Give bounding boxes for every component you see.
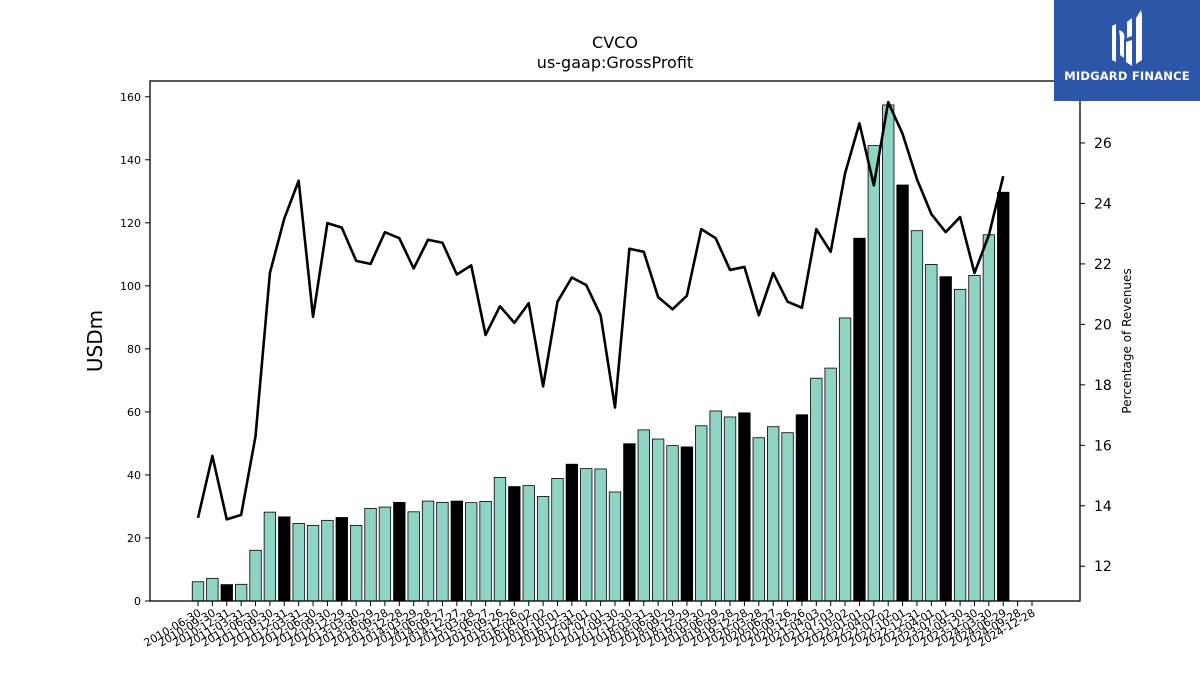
chart-subtitle: us-gaap:GrossProfit bbox=[537, 53, 693, 72]
y2-tick-label: 20 bbox=[1094, 317, 1112, 333]
bar bbox=[853, 237, 866, 602]
y2-tick-label: 12 bbox=[1094, 559, 1112, 575]
bar bbox=[666, 445, 679, 602]
bar bbox=[292, 523, 305, 602]
y-tick-label: 120 bbox=[120, 217, 141, 230]
bar bbox=[867, 145, 880, 602]
bar bbox=[680, 446, 694, 602]
y-tick-label: 140 bbox=[120, 154, 141, 167]
bar bbox=[637, 429, 650, 602]
bar bbox=[321, 519, 334, 602]
bar bbox=[263, 511, 277, 602]
bar bbox=[795, 414, 809, 602]
bar bbox=[838, 317, 852, 602]
bar bbox=[393, 501, 406, 602]
bar bbox=[709, 410, 722, 602]
bar bbox=[536, 495, 550, 602]
y2-tick-label: 22 bbox=[1094, 257, 1112, 273]
bar bbox=[580, 468, 593, 602]
bar bbox=[651, 438, 665, 602]
bar bbox=[925, 264, 938, 602]
bar bbox=[594, 468, 607, 602]
bar bbox=[278, 516, 291, 602]
bar bbox=[479, 501, 492, 602]
y-axis-right: 12 14 16 18 20 22 24 26 bbox=[1080, 136, 1112, 575]
y2-tick-label: 18 bbox=[1094, 378, 1112, 394]
bar bbox=[623, 443, 636, 602]
bar bbox=[522, 485, 535, 602]
bar bbox=[723, 416, 737, 602]
chart-title: CVCO bbox=[592, 33, 638, 52]
bar bbox=[220, 584, 233, 602]
bar bbox=[767, 426, 780, 602]
bar bbox=[493, 477, 507, 602]
brand-name: MIDGARD FINANCE bbox=[1064, 69, 1190, 83]
bar bbox=[335, 517, 348, 602]
bar bbox=[982, 234, 996, 602]
bar bbox=[810, 377, 823, 602]
y-tick-label: 0 bbox=[134, 595, 141, 608]
bar bbox=[608, 491, 622, 602]
bar bbox=[364, 507, 377, 602]
y2-tick-label: 16 bbox=[1094, 438, 1112, 454]
bar bbox=[824, 367, 837, 602]
bar bbox=[206, 577, 219, 602]
bar bbox=[306, 524, 320, 602]
bar bbox=[421, 500, 435, 602]
logo-mark-icon bbox=[1112, 10, 1142, 66]
y2-tick-label: 24 bbox=[1094, 196, 1112, 212]
bar bbox=[695, 425, 708, 602]
bar bbox=[781, 432, 794, 602]
bar bbox=[968, 275, 981, 602]
bar bbox=[738, 412, 751, 602]
bar bbox=[752, 437, 765, 602]
bar bbox=[350, 524, 363, 602]
y2-tick-label: 14 bbox=[1094, 499, 1112, 515]
bar bbox=[436, 501, 449, 602]
y-tick-label: 60 bbox=[127, 406, 141, 419]
y-tick-label: 160 bbox=[120, 91, 141, 104]
bar bbox=[882, 104, 895, 602]
bar bbox=[465, 502, 478, 602]
bar bbox=[378, 506, 392, 602]
bar bbox=[191, 581, 205, 602]
bar bbox=[997, 191, 1010, 602]
bar bbox=[508, 486, 521, 602]
y-tick-label: 20 bbox=[127, 532, 141, 545]
line-series bbox=[196, 100, 1005, 521]
x-axis: 2010-06-302010-09-302010-12-312011-03-31… bbox=[142, 601, 1038, 650]
y-tick-label: 80 bbox=[127, 343, 141, 356]
brand-logo: MIDGARD FINANCE bbox=[1054, 0, 1200, 101]
bar bbox=[953, 288, 967, 602]
y-axis-label: USDm bbox=[83, 310, 107, 372]
bar bbox=[249, 549, 262, 602]
y2-tick-label: 26 bbox=[1094, 136, 1112, 152]
y2-axis-label: Percentage of Revenues bbox=[1120, 268, 1134, 413]
bar bbox=[234, 583, 248, 602]
bar-series bbox=[191, 104, 1010, 602]
y-axis-left: 0 20 40 60 80 100 120 140 160 bbox=[120, 91, 150, 608]
y-tick-label: 100 bbox=[120, 280, 141, 293]
bar bbox=[910, 230, 924, 602]
bar bbox=[450, 500, 463, 602]
line-percentage-of-revenues bbox=[196, 100, 1005, 521]
bar bbox=[939, 276, 952, 602]
bar bbox=[565, 463, 579, 602]
bar bbox=[896, 184, 909, 602]
bar bbox=[407, 511, 420, 602]
y-tick-label: 40 bbox=[127, 469, 141, 482]
bar bbox=[551, 478, 564, 602]
